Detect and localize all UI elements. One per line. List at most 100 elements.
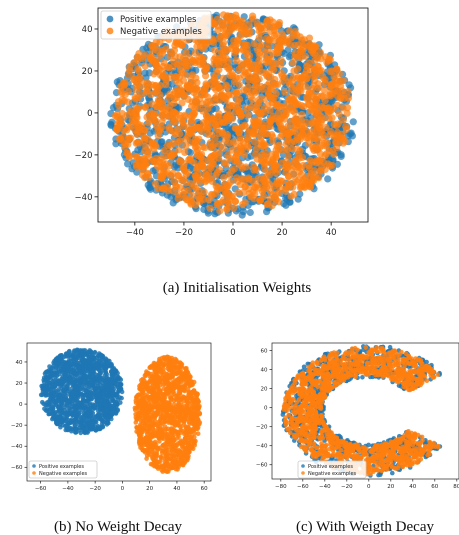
legend-marker-positive [106,15,114,23]
point-negative [316,156,324,164]
point-positive [47,407,52,413]
point-positive [80,363,85,369]
point-negative [234,188,242,196]
point-negative [211,53,219,62]
point-negative [196,61,204,69]
point-negative [193,165,201,173]
point-negative [220,174,228,182]
point-negative [150,70,158,78]
point-negative [164,183,172,191]
point-negative [283,161,291,169]
point-positive [117,395,122,400]
point-negative [265,36,273,44]
point-negative [315,67,324,75]
point-negative [343,109,351,117]
point-negative [282,130,290,138]
point-negative [152,58,160,67]
point-positive [60,397,66,402]
point-negative [125,71,133,79]
point-negative [191,379,197,385]
point-positive [348,132,356,140]
point-negative [283,146,292,154]
point-negative [124,98,132,106]
point-positive [62,359,67,365]
point-negative [225,114,233,123]
point-negative [215,84,223,92]
point-positive [337,152,345,160]
point-negative [237,142,245,151]
point-negative [213,92,221,100]
point-negative [322,104,330,112]
point-positive [82,373,87,378]
point-negative [116,120,124,129]
point-negative [326,68,334,76]
point-negative [285,104,293,112]
point-negative [291,115,299,123]
point-positive [101,419,106,425]
point-negative [333,128,341,137]
point-negative [171,41,179,50]
point-negative [258,151,266,159]
point-negative [183,81,191,89]
point-negative [195,416,200,422]
point-positive [89,356,95,361]
point-negative [158,67,166,75]
point-negative [167,171,175,179]
point-positive [58,355,64,361]
point-negative [310,176,318,185]
point-negative [261,95,269,103]
point-negative [189,56,197,64]
point-negative [282,39,291,47]
point-positive [107,358,112,364]
point-negative [275,198,283,206]
point-negative [229,192,237,200]
point-positive [97,386,102,392]
point-negative [206,204,214,212]
point-negative [208,191,216,199]
point-negative [311,167,319,175]
point-negative [285,183,293,191]
point-negative [245,52,254,60]
point-negative [316,144,324,152]
point-positive [90,362,96,368]
point-negative [297,132,305,140]
point-negative [219,11,228,19]
point-negative [197,54,206,62]
point-positive [82,426,87,432]
point-negative [142,103,150,111]
point-negative [339,116,347,124]
point-negative [232,47,240,55]
point-negative [113,110,121,118]
point-positive [88,377,93,382]
point-negative [317,167,325,175]
point-negative [250,130,258,138]
point-negative [215,148,223,156]
point-negative [222,81,230,89]
point-positive [108,398,113,404]
point-positive [64,400,70,405]
point-negative [240,151,248,159]
point-positive [41,379,47,385]
point-negative [260,140,268,148]
point-positive [57,378,63,383]
point-negative [294,41,302,49]
point-negative [205,169,213,177]
point-negative [164,112,173,120]
point-negative [234,88,242,96]
point-negative [125,134,133,142]
point-negative [244,111,252,119]
point-negative [145,147,153,155]
point-negative [281,88,289,96]
point-negative [193,394,199,399]
point-negative [301,70,309,79]
point-negative [301,183,309,191]
point-negative [202,72,210,80]
point-negative [194,37,202,46]
point-negative [320,86,328,94]
point-negative [202,65,210,73]
point-positive [97,381,103,387]
point-positive [65,427,71,433]
point-negative [308,118,316,126]
point-positive [38,392,44,398]
